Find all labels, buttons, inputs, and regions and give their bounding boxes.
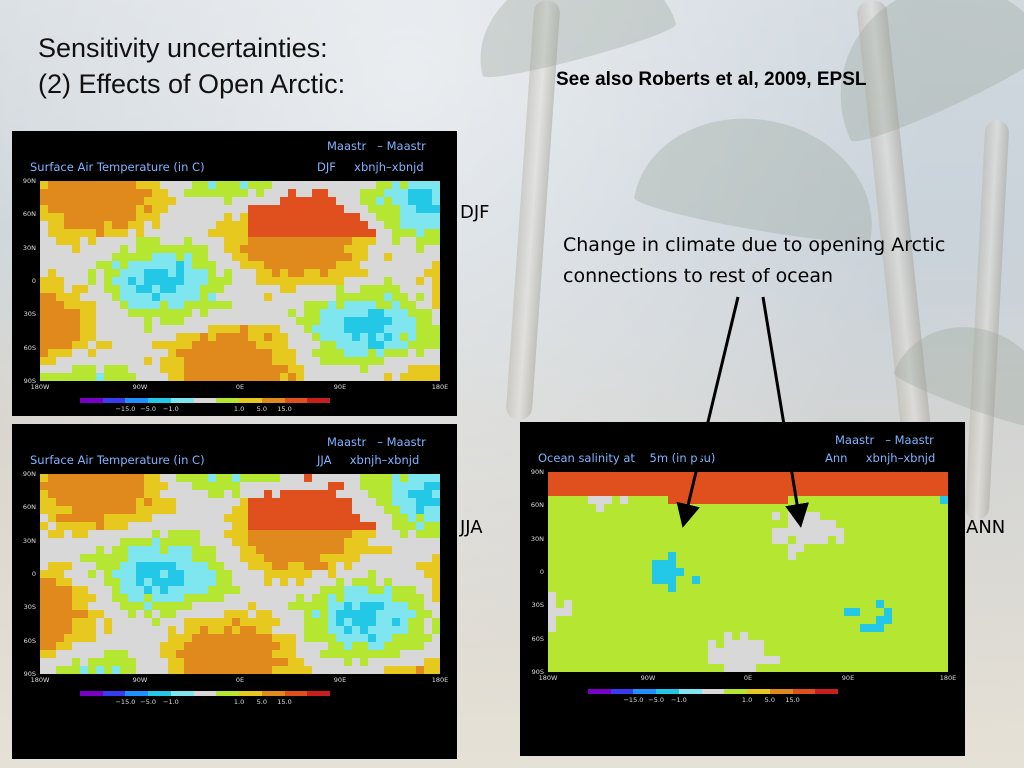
lon-tick-label: 90W (132, 383, 148, 391)
colorbar-tick-label: 15.0 (277, 405, 292, 413)
lat-tick-label: 90N (530, 468, 544, 476)
colorbar-swatches (80, 398, 331, 403)
lon-tick-label: 180E (939, 674, 957, 682)
season-label-jja: JJA (460, 517, 483, 538)
lat-tick-label: 90S (23, 377, 36, 385)
lon-tick-label: 180E (431, 676, 449, 684)
panel-period-line: Ann xbnjh–xbnjd (825, 451, 936, 465)
lon-tick-label: 180E (431, 383, 449, 391)
colorbar-tick-label: 5.0 (256, 698, 267, 706)
colorbar-tick-label: 5.0 (764, 696, 775, 704)
lat-tick-label: 60S (23, 636, 36, 645)
panel-model-line: Maastr – Maastr (835, 433, 934, 447)
lon-tick-label: 0E (743, 674, 753, 682)
lat-tick-label: 30S (23, 603, 36, 612)
map-panel-djf: Maastr – Maastr Surface Air Temperature … (12, 131, 457, 416)
colorbar-tick-label: 1.0 (741, 696, 753, 704)
field-grid (40, 474, 440, 674)
colorbar-tick-label: −1.0 (163, 698, 179, 706)
slide-title: Sensitivity uncertainties: (2) Effects o… (38, 30, 345, 102)
latitude-axis: 90N 60N 30N 0 30S 60S 90S (14, 470, 38, 678)
colorbar-swatches (80, 691, 331, 696)
lon-tick-label: 180W (538, 674, 558, 682)
colorbar-tick-label: −15.0 (623, 696, 644, 704)
longitude-axis: 180W 90W 0E 90E 180E (31, 676, 449, 686)
colorbar-tick-label: 1.0 (233, 698, 245, 706)
panel-model-line: Maastr – Maastr (327, 435, 426, 449)
colorbar-tick-label: 5.0 (256, 405, 267, 413)
lat-tick-label: 30N (530, 534, 544, 543)
lat-tick-label: 90N (22, 470, 36, 478)
reference-text: See also Roberts et al, 2009, EPSL (556, 69, 867, 90)
latitude-axis: 90N 60N 30N 0 30S 60S 90S (14, 177, 38, 385)
temperature-map-jja (40, 474, 440, 674)
colorbar-tick-label: −1.0 (671, 696, 687, 704)
lat-tick-label: 90N (22, 177, 36, 185)
map-panel-ann: Maastr – Maastr Ocean salinity at 5m (in… (520, 422, 965, 756)
lon-tick-label: 90E (333, 676, 347, 684)
colorbar-tick-label: 15.0 (277, 698, 292, 706)
map-panel-jja: Maastr – Maastr Surface Air Temperature … (12, 424, 457, 759)
colorbar-tick-label: −15.0 (115, 698, 136, 706)
colorbar-tick-label: −5.0 (648, 696, 665, 704)
colorbar: −15.0 −5.0 −1.0 1.0 5.0 15.0 (60, 689, 350, 709)
lat-tick-label: 60N (22, 503, 36, 512)
lon-tick-label: 180W (30, 383, 50, 391)
panel-model-line: Maastr – Maastr (327, 139, 426, 153)
lon-tick-label: 180W (30, 676, 50, 684)
lat-tick-label: 30N (22, 243, 36, 252)
lat-tick-label: 60S (531, 634, 544, 643)
colorbar: −15.0 −5.0 −1.0 1.0 5.0 15.0 (60, 396, 350, 416)
latitude-axis: 90N 60N 30N 0 30S 60S 90S (522, 468, 546, 676)
lon-tick-label: 90E (333, 383, 347, 391)
colorbar-tick-label: 1.0 (233, 405, 245, 413)
lat-tick-label: 60N (22, 210, 36, 219)
colorbar: −15.0 −5.0 −1.0 1.0 5.0 15.0 (568, 687, 858, 707)
lat-tick-label: 0 (31, 277, 36, 285)
colorbar-tick-label: −1.0 (163, 405, 179, 413)
lon-tick-label: 90W (640, 674, 656, 682)
lon-tick-label: 0E (235, 676, 245, 684)
lat-tick-label: 90S (23, 670, 36, 678)
colorbar-tick-label: −15.0 (115, 405, 136, 413)
longitude-axis: 180W 90W 0E 90E 180E (31, 383, 449, 393)
panel-period-line: DJF xbnjh–xbnjd (317, 160, 424, 174)
colorbar-swatches (588, 689, 839, 694)
slide-title-line1: Sensitivity uncertainties: (38, 33, 328, 63)
lat-tick-label: 0 (31, 570, 36, 578)
lat-tick-label: 30S (531, 601, 544, 610)
temperature-map-djf (40, 181, 440, 381)
slide-title-line2: (2) Effects of Open Arctic: (38, 69, 346, 99)
lon-tick-label: 0E (235, 383, 245, 391)
longitude-axis: 180W 90W 0E 90E 180E (539, 674, 957, 684)
panel-period-line: JJA xbnjh–xbnjd (317, 453, 420, 467)
panel-variable-title: Surface Air Temperature (in C) (30, 160, 205, 174)
colorbar-tick-label: −5.0 (140, 405, 157, 413)
colorbar-tick-label: −5.0 (140, 698, 157, 706)
lat-tick-label: 60N (530, 501, 544, 510)
lat-tick-label: 30S (23, 310, 36, 319)
field-grid (40, 181, 440, 381)
field-grid (548, 472, 948, 672)
lat-tick-label: 0 (539, 568, 544, 576)
lat-tick-label: 90S (531, 668, 544, 676)
panel-variable-title: Ocean salinity at 5m (in psu) (538, 451, 716, 465)
colorbar-tick-label: 15.0 (785, 696, 800, 704)
salinity-map-ann (548, 472, 948, 672)
season-label-djf: DJF (460, 202, 490, 223)
lon-tick-label: 90W (132, 676, 148, 684)
season-label-ann: ANN (966, 517, 1006, 538)
lat-tick-label: 60S (23, 343, 36, 352)
lat-tick-label: 30N (22, 536, 36, 545)
annotation-text: Change in climate due to opening Arctic … (563, 234, 946, 287)
panel-variable-title: Surface Air Temperature (in C) (30, 453, 205, 467)
lon-tick-label: 90E (841, 674, 855, 682)
